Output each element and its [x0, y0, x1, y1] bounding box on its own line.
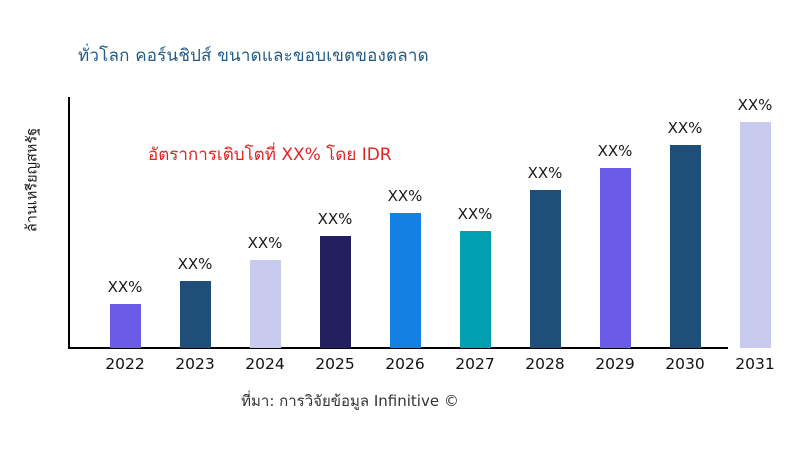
- bar-value-label-2028: XX%: [527, 164, 563, 182]
- bar-2025: [319, 236, 351, 348]
- x-tick-label-2024: 2024: [245, 355, 285, 373]
- x-tick-label-2031: 2031: [735, 355, 775, 373]
- bar-value-label-2030: XX%: [667, 119, 703, 137]
- bar-2024: [249, 260, 281, 348]
- chart-title: ทั่วโลก คอร์นชิปส์ ขนาดและขอบเขตของตลาด: [78, 46, 429, 66]
- bar-value-label-2022: XX%: [107, 278, 143, 296]
- x-tick-label-2028: 2028: [525, 355, 565, 373]
- bar-value-label-2025: XX%: [317, 210, 353, 228]
- bar-value-label-2031: XX%: [737, 96, 773, 114]
- x-tick-label-2026: 2026: [385, 355, 425, 373]
- bar-2031: [739, 122, 771, 348]
- bar-2026: [389, 213, 421, 348]
- x-tick-label-2029: 2029: [595, 355, 635, 373]
- bar-value-label-2027: XX%: [457, 205, 493, 223]
- x-tick-label-2022: 2022: [105, 355, 145, 373]
- bar-2023: [179, 281, 211, 348]
- x-axis-line: [68, 347, 728, 349]
- x-tick-label-2030: 2030: [665, 355, 705, 373]
- bar-2022: [109, 304, 141, 348]
- bar-2030: [669, 145, 701, 348]
- bar-value-label-2029: XX%: [597, 142, 633, 160]
- x-tick-label-2023: 2023: [175, 355, 215, 373]
- x-tick-label-2025: 2025: [315, 355, 355, 373]
- bar-2027: [459, 231, 491, 348]
- x-tick-label-2027: 2027: [455, 355, 495, 373]
- bar-value-label-2024: XX%: [247, 234, 283, 252]
- y-axis-label: ล้านเหรียญสหรัฐ: [24, 127, 41, 233]
- bar-value-label-2026: XX%: [387, 187, 423, 205]
- growth-rate-annotation: อัตราการเติบโตที่ XX% โดย IDR: [148, 145, 392, 165]
- bar-2028: [529, 190, 561, 348]
- bar-2029: [599, 168, 631, 348]
- y-axis-line: [68, 97, 70, 349]
- source-note: ที่มา: การวิจัยข้อมูล Infinitive ©: [241, 392, 459, 410]
- bar-value-label-2023: XX%: [177, 255, 213, 273]
